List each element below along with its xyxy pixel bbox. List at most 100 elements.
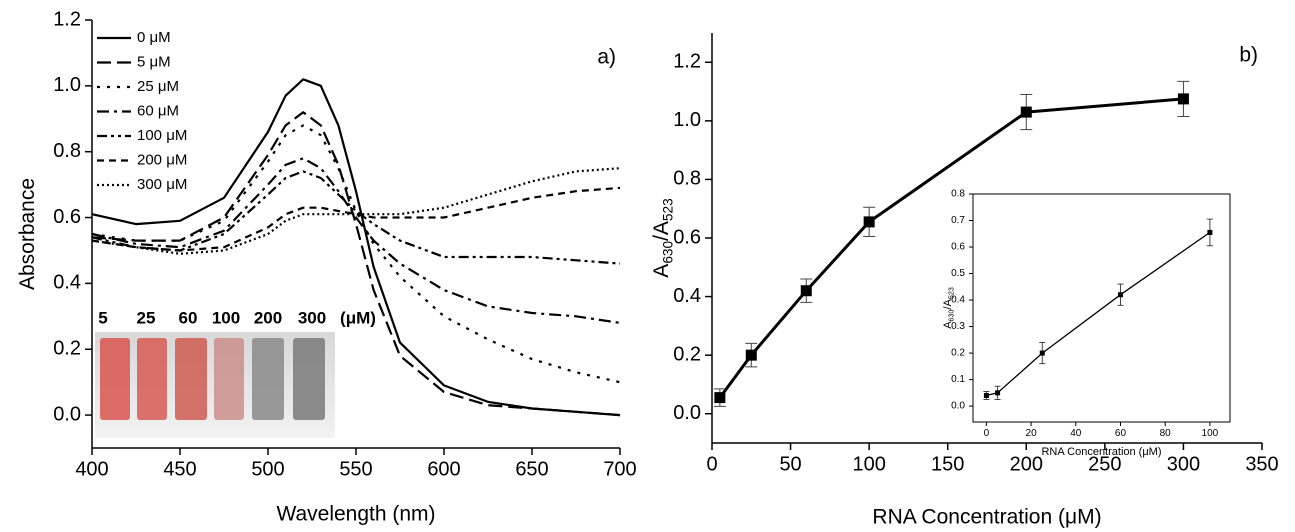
y-tick-label: 0.2: [951, 348, 965, 359]
x-axis-label: Wavelength (nm): [276, 503, 435, 526]
legend-label: 5 μM: [137, 53, 171, 70]
photo-label: 60: [179, 308, 198, 327]
data-line: [91, 78, 621, 417]
x-tick-label: 20: [1026, 428, 1038, 439]
data-point: [1177, 93, 1189, 105]
x-tick-label: 250: [1088, 453, 1121, 475]
photo-label: 25: [137, 308, 156, 327]
x-axis-label: RNA Concentration (μM): [1041, 446, 1161, 458]
photo-label: 300: [298, 308, 326, 327]
x-tick-label: 100: [1202, 428, 1219, 439]
y-axis-label-part: Absorbance: [16, 178, 39, 290]
y-tick-label: 0.6: [673, 226, 701, 248]
x-tick-label: 50: [779, 453, 801, 475]
data-point: [1039, 350, 1045, 356]
data-point: [714, 392, 726, 404]
x-tick-label: 550: [339, 458, 372, 480]
x-tick-label: 100: [852, 453, 885, 475]
y-tick-label: 0.0: [951, 401, 965, 412]
y-tick-label: 0.3: [951, 321, 965, 332]
x-tick-label: 400: [75, 458, 108, 480]
x-tick-label: 200: [1010, 453, 1043, 475]
x-tick-label: 80: [1160, 428, 1172, 439]
y-tick-label: 1.2: [673, 51, 701, 73]
x-tick-label: 0: [706, 453, 717, 475]
y-axis-label: A630/A523: [942, 287, 955, 329]
panel-label: b): [1239, 44, 1258, 67]
photo: [95, 332, 335, 438]
data-point: [1020, 106, 1032, 118]
y-axis-label-part: 630: [660, 241, 675, 264]
photo-label: 5: [98, 308, 107, 327]
data-line: [91, 186, 621, 252]
data-point: [1207, 229, 1213, 235]
data-line: [91, 124, 621, 384]
cuvette: [175, 338, 207, 420]
x-tick-label: 600: [427, 458, 460, 480]
y-axis-label-part: A: [942, 321, 954, 329]
legend-label: 300 μM: [137, 176, 187, 193]
y-tick-label: 1.0: [53, 74, 81, 96]
photo-label: 100: [212, 308, 240, 327]
panel-label: a): [597, 46, 616, 69]
y-axis-label-part: /A: [942, 298, 954, 309]
legend-label: 60 μM: [137, 102, 179, 119]
y-tick-label: 0.6: [951, 242, 965, 253]
x-tick-label: 350: [1245, 453, 1278, 475]
y-tick-label: 0.4: [673, 285, 701, 307]
cuvette: [137, 338, 167, 420]
x-tick-label: 40: [1070, 428, 1082, 439]
photo-label: (μM): [340, 308, 376, 327]
inset-background: [963, 190, 1238, 462]
data-line: [91, 170, 621, 265]
x-tick-label: 150: [931, 453, 964, 475]
y-tick-label: 0.0: [53, 403, 81, 425]
data-point: [863, 216, 875, 228]
y-axis-label-part: A: [650, 264, 673, 278]
y-tick-label: 1.0: [673, 109, 701, 131]
cuvette: [214, 338, 244, 420]
legend-label: 0 μM: [137, 29, 171, 46]
y-axis-label-part: 523: [660, 198, 675, 221]
data-point: [983, 392, 989, 398]
y-tick-label: 0.4: [951, 295, 965, 306]
photo-label: 200: [254, 308, 282, 327]
x-tick-label: 500: [251, 458, 284, 480]
x-tick-label: 700: [603, 458, 636, 480]
y-axis-label: A630/A523: [650, 198, 675, 277]
y-tick-label: 0.5: [951, 268, 965, 279]
y-tick-label: 0.8: [53, 140, 81, 162]
y-tick-label: 0.6: [53, 206, 81, 228]
y-tick-label: 0.4: [53, 272, 81, 294]
legend-label: 100 μM: [137, 127, 187, 144]
plot-frame: [972, 193, 1231, 423]
x-tick-label: 300: [1167, 453, 1200, 475]
y-tick-label: 0.8: [951, 189, 965, 200]
y-tick-label: 0.0: [673, 402, 701, 424]
y-tick-label: 0.1: [951, 374, 965, 385]
y-axis-label-part: 630: [947, 310, 955, 322]
y-tick-label: 0.7: [951, 215, 965, 226]
x-axis-label: RNA Concentration (μM): [872, 506, 1101, 529]
x-tick-label: 60: [1115, 428, 1127, 439]
y-tick-label: 0.8: [673, 168, 701, 190]
legend-label: 25 μM: [137, 78, 179, 95]
data-point: [995, 390, 1001, 396]
data-point: [800, 285, 812, 297]
data-point: [745, 349, 757, 361]
cuvette: [293, 338, 325, 420]
y-axis-label-part: 523: [947, 287, 955, 299]
legend-label: 200 μM: [137, 151, 187, 168]
y-tick-label: 1.2: [53, 8, 81, 30]
y-axis-label: Absorbance: [16, 178, 39, 290]
x-tick-label: 450: [163, 458, 196, 480]
y-tick-label: 0.2: [673, 343, 701, 365]
cuvette: [252, 338, 284, 420]
cuvette: [100, 338, 130, 420]
data-line: [91, 167, 621, 255]
y-tick-label: 0.2: [53, 338, 81, 360]
x-tick-label: 650: [515, 458, 548, 480]
data-line: [718, 97, 1184, 399]
data-line: [91, 157, 621, 324]
